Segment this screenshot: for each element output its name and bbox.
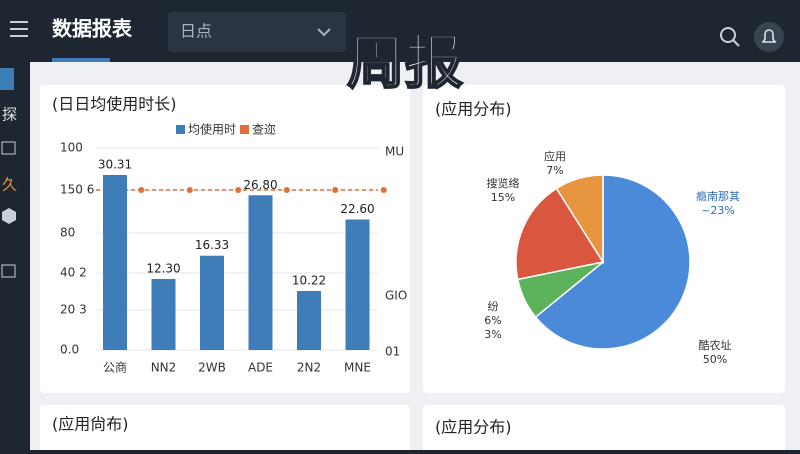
value-label: 22.60: [340, 202, 374, 216]
pie-slice: [534, 174, 691, 350]
slice-name: 酷农址: [699, 338, 732, 352]
menu-button[interactable]: [10, 21, 28, 37]
slice-label: 15%: [491, 191, 515, 204]
bar: [345, 219, 370, 350]
card: [40, 405, 410, 454]
legend-label: 查迩: [252, 123, 276, 137]
y-tick-label: 0.0: [60, 343, 79, 357]
pie-slice: [555, 174, 604, 265]
x-tick-label: MNE: [344, 361, 371, 375]
legend-swatch: [176, 125, 185, 134]
x-tick-label: 公商: [103, 360, 127, 375]
x-tick-label: 2WB: [198, 361, 226, 375]
value-label: 10.22: [292, 273, 326, 287]
y-tick-label: 150 6: [60, 183, 94, 197]
active-tab: [52, 58, 110, 62]
card: [423, 405, 785, 454]
bar: [200, 255, 224, 350]
x-tick-label: 2N2: [297, 361, 321, 375]
search-button[interactable]: [720, 27, 740, 47]
y2-tick-label: 01: [385, 345, 400, 359]
reference-dot: [235, 187, 242, 193]
value-label: 12.30: [146, 261, 180, 275]
overlay-title: 周报: [347, 28, 463, 96]
card-title: (应用尙布): [52, 415, 129, 434]
card-title: (日日均使用时长): [52, 95, 177, 114]
bell-button[interactable]: [754, 22, 784, 52]
annotation: 3%: [484, 328, 501, 341]
bar: [151, 278, 176, 350]
sidebar-item[interactable]: 探: [2, 106, 17, 124]
bar: [103, 175, 127, 350]
value-label: 26.80: [243, 178, 277, 192]
bell-icon: [761, 29, 777, 43]
reference-dot: [186, 187, 193, 193]
card-title: (应用分布): [435, 100, 512, 119]
slice-name: 纷: [488, 300, 499, 313]
y-tick-label: 20 3: [60, 303, 87, 317]
y-tick-label: 80: [60, 226, 75, 240]
value-label: 30.31: [98, 158, 132, 172]
legend-swatch: [240, 125, 249, 134]
slice-label: 6%: [484, 314, 501, 327]
annotation: 瘾南那其: [696, 189, 740, 203]
sidebar-icon[interactable]: [1, 264, 16, 278]
y2-tick-label: MU: [385, 145, 404, 159]
slice-label: 7%: [546, 164, 563, 177]
reference-dot: [138, 187, 145, 193]
y-tick-label: 100: [60, 141, 83, 155]
bar: [297, 290, 321, 350]
slice-name: 搜览络: [487, 176, 520, 190]
legend-label: 均使用时: [188, 122, 236, 137]
slice-name: 应用: [544, 149, 566, 163]
sidebar-icon[interactable]: [1, 141, 16, 155]
sidebar-icon[interactable]: [0, 68, 14, 90]
x-tick-label: ADE: [248, 361, 273, 375]
x-tick-label: NN2: [151, 361, 177, 375]
dropdown-chevron: [317, 28, 331, 37]
dropdown-value: 日点: [180, 22, 212, 41]
bar: [248, 195, 273, 350]
y-tick-label: 40 2: [60, 266, 87, 280]
app-title: 数据报表: [52, 17, 133, 41]
y2-tick-label: GIO: [385, 289, 407, 303]
pie-slice: [515, 187, 605, 281]
value-label: 16.33: [195, 238, 229, 252]
reference-dot: [332, 187, 339, 193]
dropdown[interactable]: [168, 12, 346, 52]
sidebar-icon[interactable]: [2, 208, 16, 224]
sidebar-item[interactable]: 久: [2, 176, 17, 194]
slice-label: 50%: [703, 353, 727, 366]
annotation: ~23%: [701, 204, 735, 217]
reference-dot: [380, 187, 387, 193]
card-title: (应用分布): [435, 418, 512, 437]
reference-dot: [283, 187, 290, 193]
